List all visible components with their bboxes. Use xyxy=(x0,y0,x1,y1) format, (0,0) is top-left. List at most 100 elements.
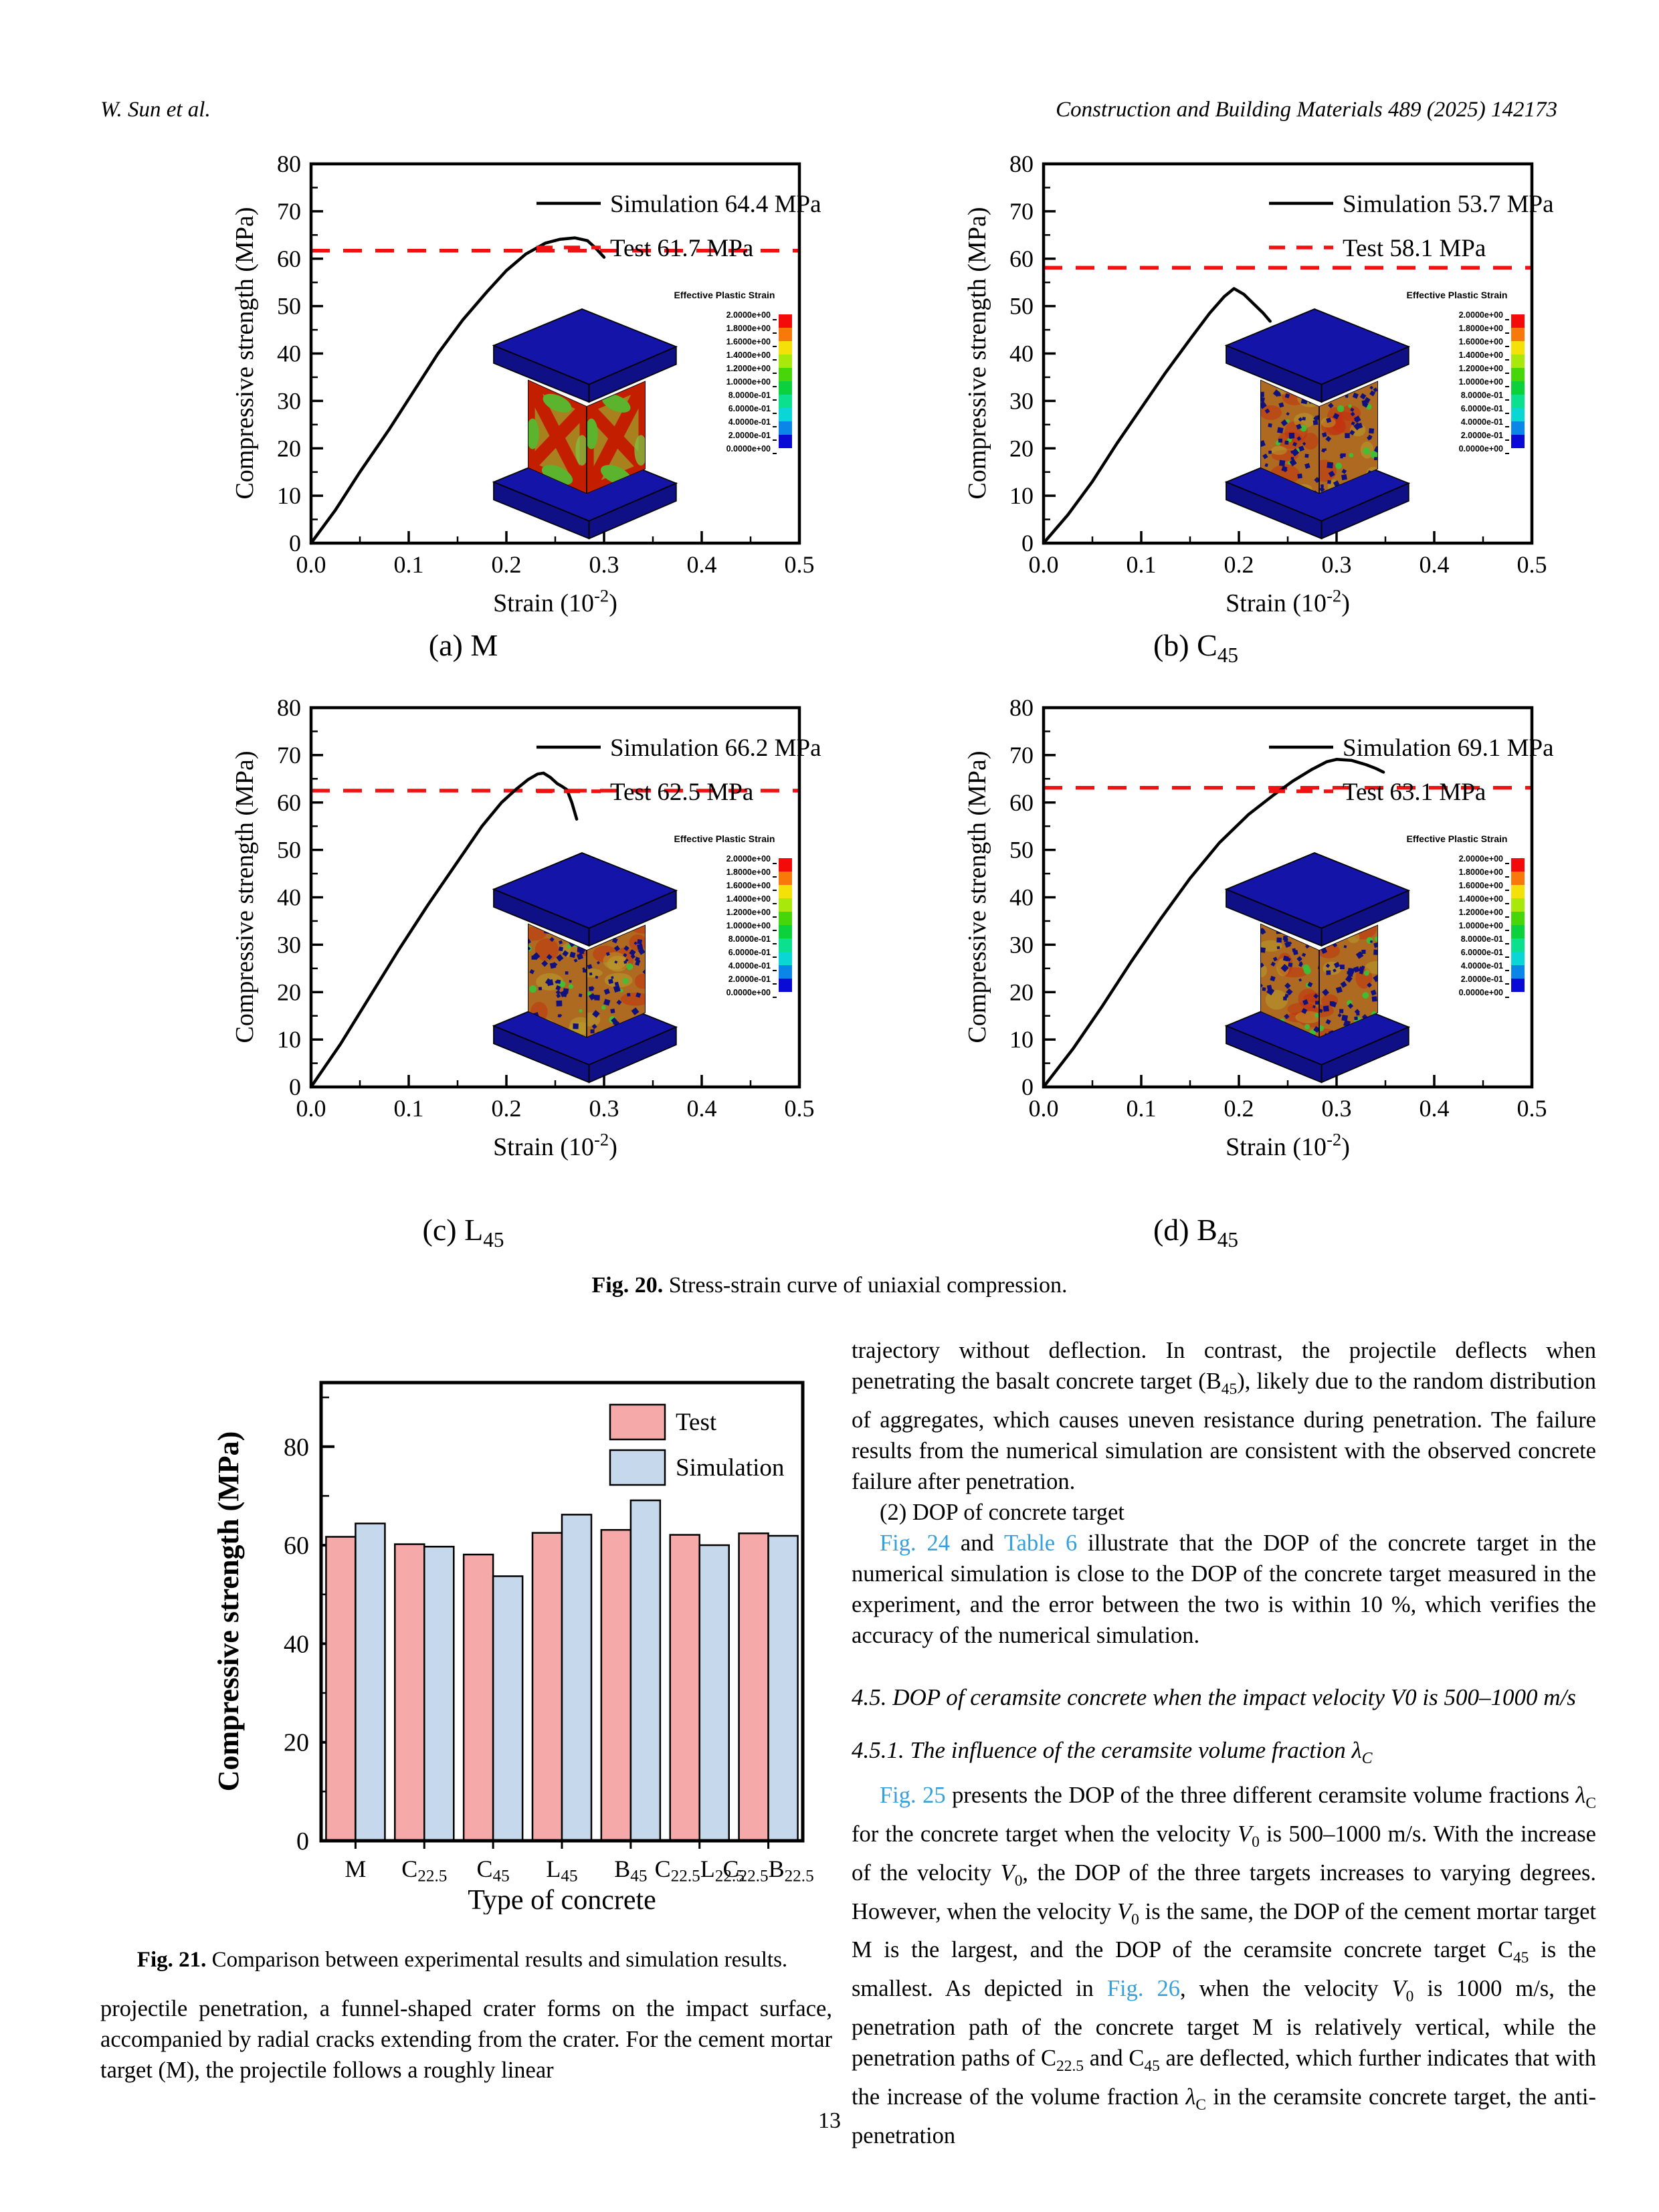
svg-text:Test 62.5 MPa: Test 62.5 MPa xyxy=(610,779,753,806)
svg-text:20: 20 xyxy=(1009,979,1034,1005)
svg-text:10: 10 xyxy=(1009,1026,1034,1053)
specimen-inset xyxy=(492,852,678,1084)
svg-text:60: 60 xyxy=(277,245,301,272)
svg-text:0.0000e+00: 0.0000e+00 xyxy=(726,988,771,997)
svg-text:Strain (10-2): Strain (10-2) xyxy=(493,586,617,617)
svg-text:Test 58.1 MPa: Test 58.1 MPa xyxy=(1343,235,1486,262)
svg-text:60: 60 xyxy=(284,1532,309,1560)
svg-text:40: 40 xyxy=(1009,884,1034,911)
svg-text:50: 50 xyxy=(277,837,301,864)
bar-test xyxy=(669,1534,700,1842)
svg-text:0: 0 xyxy=(296,1827,309,1855)
crossref-link[interactable]: Fig. 26 xyxy=(1106,1976,1180,2002)
svg-text:20: 20 xyxy=(277,435,301,462)
svg-text:20: 20 xyxy=(284,1729,309,1757)
svg-text:Compressive strength (MPa): Compressive strength (MPa) xyxy=(963,751,991,1043)
svg-text:Test 61.7 MPa: Test 61.7 MPa xyxy=(610,235,753,262)
subcaption-b: (b) C45 xyxy=(1153,628,1239,668)
svg-text:40: 40 xyxy=(277,884,301,911)
svg-text:0.1: 0.1 xyxy=(394,551,424,578)
stress-strain-chart-c45: Effective Plastic Strain 2.0000e+00 1.8000… xyxy=(963,150,1554,617)
svg-text:6.0000e-01: 6.0000e-01 xyxy=(728,404,771,413)
chart-legend: Simulation 66.2 MPa Test 62.5 MPa xyxy=(536,734,821,806)
figure21-caption: Fig. 21. Comparison between experimental… xyxy=(78,1948,847,1973)
svg-text:Effective Plastic Strain: Effective Plastic Strain xyxy=(674,833,775,844)
svg-text:0.0: 0.0 xyxy=(1029,1095,1059,1122)
svg-text:40: 40 xyxy=(284,1630,309,1658)
svg-text:1.8000e+00: 1.8000e+00 xyxy=(726,324,771,333)
effective-plastic-strain-colorbar: Effective Plastic Strain 2.0000e+00 1.8000… xyxy=(1407,833,1525,998)
svg-text:2.0000e+00: 2.0000e+00 xyxy=(1459,310,1503,320)
svg-text:80: 80 xyxy=(277,150,301,177)
svg-text:6.0000e-01: 6.0000e-01 xyxy=(1461,404,1503,413)
svg-text:Simulation 69.1 MPa: Simulation 69.1 MPa xyxy=(1343,734,1554,762)
svg-text:Test: Test xyxy=(676,1409,717,1436)
svg-text:8.0000e-01: 8.0000e-01 xyxy=(728,391,771,400)
svg-text:80: 80 xyxy=(277,694,301,721)
svg-text:0.3: 0.3 xyxy=(1322,551,1352,578)
figure20-caption-text: Stress-strain curve of uniaxial compress… xyxy=(668,1273,1068,1298)
svg-text:0: 0 xyxy=(1021,530,1034,557)
svg-text:0.3: 0.3 xyxy=(589,1095,619,1122)
svg-text:4.0000e-01: 4.0000e-01 xyxy=(728,417,771,427)
svg-text:2.0000e-01: 2.0000e-01 xyxy=(728,431,771,440)
paragraph-dop-item: (2) DOP of concrete target xyxy=(880,1499,1125,1525)
svg-text:50: 50 xyxy=(1009,837,1034,864)
simulation-curve xyxy=(1042,758,1385,1089)
paragraph-fig25: Fig. 25 presents the DOP of the three di… xyxy=(852,1782,1597,2149)
bar-test xyxy=(325,1536,357,1842)
chart-legend: Simulation 53.7 MPa Test 58.1 MPa xyxy=(1269,191,1554,262)
svg-text:0.1: 0.1 xyxy=(1127,551,1157,578)
svg-text:0.2: 0.2 xyxy=(1224,1095,1254,1122)
right-column: trajectory without deflection. In contra… xyxy=(852,1335,1596,2151)
page-number: 13 xyxy=(818,2108,841,2133)
effective-plastic-strain-colorbar: Effective Plastic Strain 2.0000e+00 1.8000… xyxy=(674,290,792,454)
svg-text:20: 20 xyxy=(277,979,301,1005)
svg-text:M: M xyxy=(345,1855,366,1882)
paragraph-dop-detail: Fig. 24 and Table 6 illustrate that the … xyxy=(852,1530,1596,1648)
svg-text:40: 40 xyxy=(277,340,301,367)
subcaption-d: (d) B45 xyxy=(1153,1213,1239,1252)
svg-text:1.0000e+00: 1.0000e+00 xyxy=(726,377,771,387)
crossref-link[interactable]: Fig. 25 xyxy=(880,1782,946,1808)
crossref-link[interactable]: Table 6 xyxy=(1003,1530,1078,1556)
svg-text:60: 60 xyxy=(277,789,301,816)
crossref-link[interactable]: Fig. 24 xyxy=(880,1530,951,1556)
svg-text:1.4000e+00: 1.4000e+00 xyxy=(1459,894,1503,904)
bar-test xyxy=(394,1543,425,1842)
svg-text:2.0000e-01: 2.0000e-01 xyxy=(728,975,771,984)
svg-text:6.0000e-01: 6.0000e-01 xyxy=(728,948,771,957)
svg-text:0.3: 0.3 xyxy=(1322,1095,1352,1122)
figure20-caption: Fig. 20. Stress-strain curve of uniaxial… xyxy=(0,1273,1659,1298)
svg-text:4.0000e-01: 4.0000e-01 xyxy=(728,961,771,971)
svg-text:1.6000e+00: 1.6000e+00 xyxy=(726,881,771,890)
section-heading-4-5-1: 4.5.1. The influence of the ceramsite vo… xyxy=(852,1736,1373,1767)
svg-text:0.2: 0.2 xyxy=(1224,551,1254,578)
header-authors: W. Sun et al. xyxy=(100,98,211,122)
svg-text:Effective Plastic Strain: Effective Plastic Strain xyxy=(1407,833,1508,844)
svg-text:1.2000e+00: 1.2000e+00 xyxy=(726,364,771,373)
figure21-caption-text: Comparison between experimental results … xyxy=(211,1948,788,1972)
svg-text:10: 10 xyxy=(1009,482,1034,509)
svg-text:0.5: 0.5 xyxy=(1517,1095,1547,1122)
svg-text:Compressive strength (MPa): Compressive strength (MPa) xyxy=(212,1431,245,1792)
svg-text:80: 80 xyxy=(1009,694,1034,721)
svg-text:0: 0 xyxy=(289,530,301,557)
stress-strain-chart-b45: Effective Plastic Strain 2.0000e+00 1.8000… xyxy=(963,694,1554,1161)
bar-test xyxy=(738,1532,769,1842)
svg-text:Strain (10-2): Strain (10-2) xyxy=(1226,1130,1350,1161)
bar-simulation xyxy=(698,1544,730,1842)
svg-text:20: 20 xyxy=(1009,435,1034,462)
svg-text:1.2000e+00: 1.2000e+00 xyxy=(1459,908,1503,917)
svg-text:30: 30 xyxy=(1009,931,1034,958)
svg-text:Simulation 53.7 MPa: Simulation 53.7 MPa xyxy=(1343,191,1554,218)
svg-text:B45: B45 xyxy=(614,1855,647,1885)
bar-test xyxy=(600,1528,632,1842)
header-journal: Construction and Building Materials 489 … xyxy=(1056,98,1557,122)
svg-text:8.0000e-01: 8.0000e-01 xyxy=(1461,391,1503,400)
svg-text:70: 70 xyxy=(1009,198,1034,225)
svg-text:Strain (10-2): Strain (10-2) xyxy=(493,1130,617,1161)
svg-text:1.4000e+00: 1.4000e+00 xyxy=(726,350,771,360)
svg-text:Compressive strength (MPa): Compressive strength (MPa) xyxy=(231,207,259,500)
figure21-caption-label: Fig. 21. xyxy=(136,1948,207,1972)
